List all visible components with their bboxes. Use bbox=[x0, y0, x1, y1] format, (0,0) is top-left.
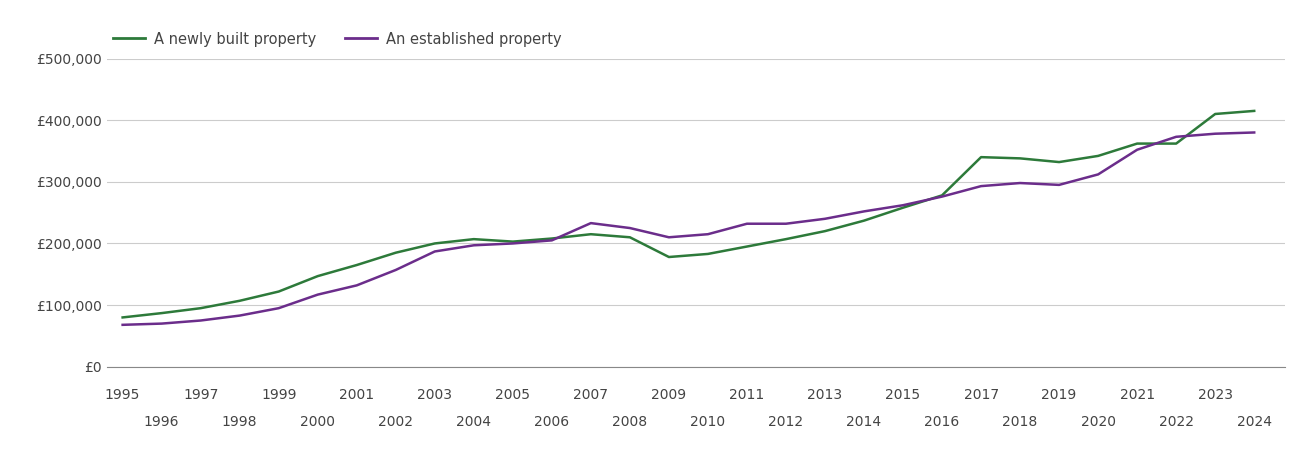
Text: 1998: 1998 bbox=[222, 414, 257, 428]
An established property bbox=[974, 184, 989, 189]
A newly built property bbox=[348, 262, 364, 268]
An established property bbox=[388, 267, 403, 273]
Text: 2019: 2019 bbox=[1041, 388, 1077, 402]
Text: 2000: 2000 bbox=[300, 414, 335, 428]
Text: 1995: 1995 bbox=[104, 388, 141, 402]
A newly built property bbox=[466, 236, 482, 242]
Text: 1999: 1999 bbox=[261, 388, 296, 402]
An established property bbox=[699, 231, 715, 237]
An established property bbox=[1090, 172, 1105, 177]
Text: 2023: 2023 bbox=[1198, 388, 1233, 402]
A newly built property bbox=[974, 154, 989, 160]
Text: 1997: 1997 bbox=[183, 388, 218, 402]
Text: 2016: 2016 bbox=[924, 414, 959, 428]
An established property bbox=[1129, 147, 1144, 153]
A newly built property bbox=[388, 250, 403, 256]
Text: 2001: 2001 bbox=[339, 388, 375, 402]
An established property bbox=[348, 283, 364, 288]
A newly built property bbox=[1052, 159, 1067, 165]
Text: 2012: 2012 bbox=[769, 414, 804, 428]
Text: 2013: 2013 bbox=[808, 388, 843, 402]
An established property bbox=[1168, 134, 1184, 140]
A newly built property bbox=[856, 218, 872, 223]
Text: 2022: 2022 bbox=[1159, 414, 1194, 428]
Text: 2010: 2010 bbox=[690, 414, 726, 428]
A newly built property bbox=[309, 274, 325, 279]
An established property bbox=[1013, 180, 1028, 186]
An established property bbox=[934, 194, 950, 199]
A newly built property bbox=[1246, 108, 1262, 113]
An established property bbox=[662, 234, 677, 240]
An established property bbox=[427, 249, 442, 254]
An established property bbox=[271, 306, 287, 311]
Text: 2024: 2024 bbox=[1237, 414, 1271, 428]
Text: 2003: 2003 bbox=[418, 388, 453, 402]
An established property bbox=[1052, 182, 1067, 188]
A newly built property bbox=[115, 315, 130, 320]
A newly built property bbox=[1129, 141, 1144, 146]
An established property bbox=[115, 322, 130, 328]
A newly built property bbox=[193, 306, 209, 311]
A newly built property bbox=[154, 310, 170, 316]
Legend: A newly built property, An established property: A newly built property, An established p… bbox=[107, 26, 568, 52]
Text: 2017: 2017 bbox=[963, 388, 998, 402]
A newly built property bbox=[622, 234, 638, 240]
A newly built property bbox=[232, 298, 248, 303]
A newly built property bbox=[505, 239, 521, 244]
Text: 2008: 2008 bbox=[612, 414, 647, 428]
An established property bbox=[466, 243, 482, 248]
Text: 2007: 2007 bbox=[573, 388, 608, 402]
An established property bbox=[856, 209, 872, 214]
Text: 2018: 2018 bbox=[1002, 414, 1037, 428]
An established property bbox=[739, 221, 754, 226]
A newly built property bbox=[544, 236, 560, 241]
Line: An established property: An established property bbox=[123, 132, 1254, 325]
An established property bbox=[895, 202, 911, 208]
An established property bbox=[1246, 130, 1262, 135]
A newly built property bbox=[934, 193, 950, 198]
A newly built property bbox=[817, 229, 833, 234]
A newly built property bbox=[1090, 153, 1105, 158]
Text: 2005: 2005 bbox=[496, 388, 530, 402]
An established property bbox=[778, 221, 793, 226]
Text: 2021: 2021 bbox=[1120, 388, 1155, 402]
A newly built property bbox=[1013, 156, 1028, 161]
An established property bbox=[193, 318, 209, 323]
Text: 2015: 2015 bbox=[886, 388, 920, 402]
An established property bbox=[232, 313, 248, 318]
An established property bbox=[544, 238, 560, 243]
A newly built property bbox=[895, 205, 911, 211]
A newly built property bbox=[427, 241, 442, 246]
A newly built property bbox=[1168, 141, 1184, 146]
Text: 2002: 2002 bbox=[378, 414, 414, 428]
A newly built property bbox=[271, 289, 287, 294]
An established property bbox=[1207, 131, 1223, 136]
An established property bbox=[817, 216, 833, 221]
A newly built property bbox=[583, 231, 599, 237]
Text: 1996: 1996 bbox=[144, 414, 179, 428]
Text: 2004: 2004 bbox=[457, 414, 491, 428]
Line: A newly built property: A newly built property bbox=[123, 111, 1254, 317]
An established property bbox=[583, 220, 599, 226]
Text: 2009: 2009 bbox=[651, 388, 686, 402]
A newly built property bbox=[739, 244, 754, 249]
Text: 2011: 2011 bbox=[729, 388, 765, 402]
An established property bbox=[505, 241, 521, 246]
Text: 2020: 2020 bbox=[1081, 414, 1116, 428]
A newly built property bbox=[1207, 111, 1223, 117]
A newly built property bbox=[778, 236, 793, 242]
A newly built property bbox=[699, 251, 715, 256]
An established property bbox=[622, 225, 638, 231]
An established property bbox=[154, 321, 170, 326]
A newly built property bbox=[662, 254, 677, 260]
Text: 2006: 2006 bbox=[534, 414, 569, 428]
An established property bbox=[309, 292, 325, 297]
Text: 2014: 2014 bbox=[847, 414, 882, 428]
